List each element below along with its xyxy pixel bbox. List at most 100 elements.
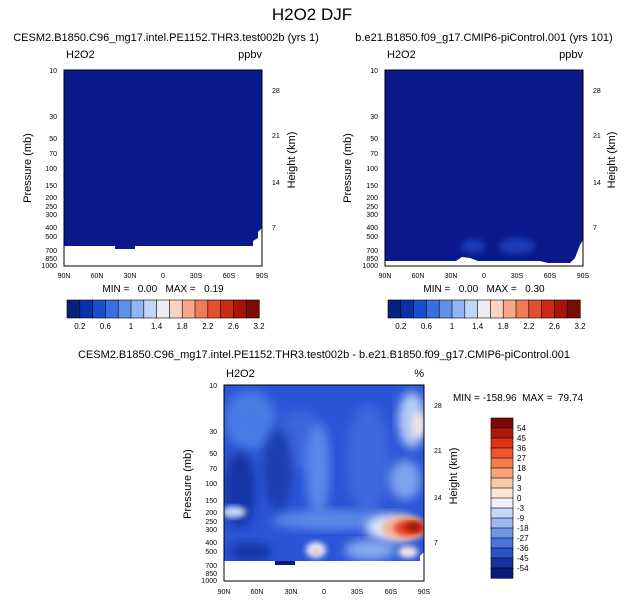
- panel-left-ytick-30: 30: [49, 114, 57, 121]
- panel-left-units-label: ppbv: [238, 49, 262, 61]
- panel-right-colorbar-tick-label: 0.6: [421, 322, 433, 331]
- panel-diff-ytick-850: 850: [205, 571, 217, 578]
- panel-left-ytick-10: 10: [49, 68, 57, 75]
- panel-left-y2tick-28: 28: [272, 88, 280, 95]
- panel-right-ytick-30: 30: [370, 114, 378, 121]
- panel-right-title: b.e21.B1850.f09_g17.CMIP6-piControl.001 …: [355, 32, 612, 44]
- panel-right-xtick-90n: 90N: [379, 273, 392, 280]
- panel-diff-xtick-90s: 90S: [418, 589, 431, 596]
- panel-left-yticks: 10 30 50 70 100 150 200 250 300 400 500 …: [41, 68, 57, 270]
- panel-diff-colorbar-tick-label: -3: [517, 504, 525, 513]
- panel-diff-frame: [223, 384, 425, 582]
- diff-patch-upper-left: [224, 390, 276, 450]
- panel-left-xticks: 90N 60N 30N 0 30S 60S 90S: [58, 273, 269, 280]
- panel-left-field-bg: [64, 70, 262, 266]
- panel-left-title: CESM2.B1850.C96_mg17.intel.PE1152.THR3.t…: [13, 32, 319, 44]
- panel-right-colorbar-tick-label: 3.2: [574, 322, 586, 331]
- panel-left-ytick-200: 200: [45, 195, 57, 202]
- panel-left-colorbar-tick-label: 0.2: [74, 322, 86, 331]
- panel-diff-y2tick-7: 7: [434, 540, 438, 547]
- panel-diff-colorbar-tick-label: 9: [517, 474, 522, 483]
- panel-diff-field: [224, 385, 424, 581]
- panel-left-y2tick-7: 7: [272, 225, 276, 232]
- panel-right-y2label: Height (km): [606, 132, 618, 189]
- panel-diff-y2tick-28: 28: [434, 403, 442, 410]
- panel-right-ytick-700: 700: [366, 248, 378, 255]
- panel-diff-colorbar-swatch: [490, 547, 514, 559]
- panel-left-colorbar-swatch: [233, 299, 247, 319]
- panel-diff-xtick-30n: 30N: [285, 589, 298, 596]
- diff-patch-left-band-light: [224, 506, 246, 518]
- panel-left-y2label: Height (km): [286, 132, 298, 189]
- panel-diff-ytick-50: 50: [209, 451, 217, 458]
- panel-right-frame: [384, 69, 584, 267]
- panel-left-colorbar-swatch: [79, 299, 94, 319]
- panel-left-colorbar-tick-label: 1: [129, 322, 134, 331]
- panel-left-colorbar-swatch: [169, 299, 183, 319]
- panel-left-xtick-0: 0: [161, 273, 165, 280]
- panel-diff-ytick-1000: 1000: [201, 578, 217, 585]
- panel-diff-colorbar-tick-label: -9: [517, 514, 525, 523]
- panel-right-colorbar-swatch: [387, 299, 402, 319]
- panel-right-colorbar-tick-label: 1: [450, 322, 455, 331]
- panel-left-colorbar: 0.2 0.6 1 1.4 1.8 2.2 2.6 3.2: [66, 299, 265, 331]
- panel-right-missing-region: [385, 240, 583, 266]
- diff-patch-mid-band: [272, 510, 388, 530]
- panel-left-colorbar-swatch: [130, 299, 145, 319]
- panel-left-colorbar-tick-label: 3.2: [253, 322, 265, 331]
- panel-right-colorbar-swatch: [451, 299, 466, 319]
- panel-diff-colorbar-swatch: [490, 527, 514, 539]
- diff-patch-surface-warm: [312, 549, 320, 555]
- panel-left-ylabel: Pressure (mb): [22, 133, 34, 203]
- page-title: H2O2 DJF: [272, 5, 352, 24]
- panel-left-colorbar-swatch: [220, 299, 235, 319]
- panel-left-xtick-90n: 90N: [58, 273, 71, 280]
- panel-left-ytick-300: 300: [45, 212, 57, 219]
- panel-diff-units-label: %: [414, 368, 424, 380]
- panel-right-colorbar-swatch: [541, 299, 555, 319]
- panel-right-colorbar-swatch: [438, 299, 453, 319]
- panel-diff-ytick-100: 100: [205, 481, 217, 488]
- panel-right-variable-label: H2O2: [387, 49, 416, 61]
- panel-diff-colorbar-tick-label: 36: [517, 444, 526, 453]
- panel-diff-colorbar-tick-label: 27: [517, 454, 526, 463]
- panel-right-colorbar-tick-label: 1.8: [498, 322, 510, 331]
- panel-diff-colorbar-tick-label: 0: [517, 494, 522, 503]
- panel-right-field: [385, 70, 583, 266]
- panel-diff-colorbar-swatch: [490, 477, 514, 489]
- panel-diff-colorbar-swatch: [490, 437, 514, 449]
- panel-right-xtick-30s: 30S: [511, 273, 524, 280]
- panel-diff-missing-region: [224, 552, 424, 581]
- panel-right-ytick-200: 200: [366, 195, 378, 202]
- panel-right-y2tick-7: 7: [593, 225, 597, 232]
- panel-right-xtick-60s: 60S: [544, 273, 557, 280]
- panel-diff-ytick-500: 500: [205, 549, 217, 556]
- diff-patch-bottom-left: [228, 542, 272, 562]
- panel-right-colorbar-swatch: [528, 299, 543, 319]
- panel-left-colorbar-swatch: [194, 299, 209, 319]
- panel-left-ytick-70: 70: [49, 151, 57, 158]
- panel-diff-ytick-30: 30: [209, 429, 217, 436]
- panel-left-ytick-150: 150: [45, 183, 57, 190]
- panel-diff-colorbar-tick-label: 3: [517, 484, 522, 493]
- panel-left-xtick-60n: 60N: [91, 273, 104, 280]
- panel-right-yticks: 10 30 50 70 100 150 200 250 300 400 500 …: [362, 68, 378, 270]
- panel-diff: CESM2.B1850.C96_mg17.intel.PE1152.THR3.t…: [78, 349, 583, 596]
- panel-right-colorbar-swatch: [554, 299, 568, 319]
- diff-patch-south-column: [346, 405, 390, 515]
- panel-diff-y2tick-21: 21: [434, 448, 442, 455]
- panel-right-colorbar: 0.2 0.6 1 1.4 1.8 2.2 2.6 3.2: [387, 299, 586, 331]
- panel-diff-colorbar-swatch: [490, 537, 514, 549]
- panel-diff-ytick-700: 700: [205, 563, 217, 570]
- panel-diff-colorbar-swatch: [490, 507, 514, 519]
- panel-diff-colorbar-tick-label: -27: [517, 534, 529, 543]
- panel-diff-colorbar-swatch: [490, 567, 514, 579]
- panel-left-colorbar-swatch: [181, 299, 196, 319]
- diff-patch-eq-column: [306, 424, 330, 516]
- panel-diff-colorbar-swatch: [490, 497, 514, 509]
- panel-left-colorbar-swatch: [92, 299, 106, 319]
- panel-left-y2tick-14: 14: [272, 180, 280, 187]
- panel-diff-colorbar-tick-label: 54: [517, 424, 526, 433]
